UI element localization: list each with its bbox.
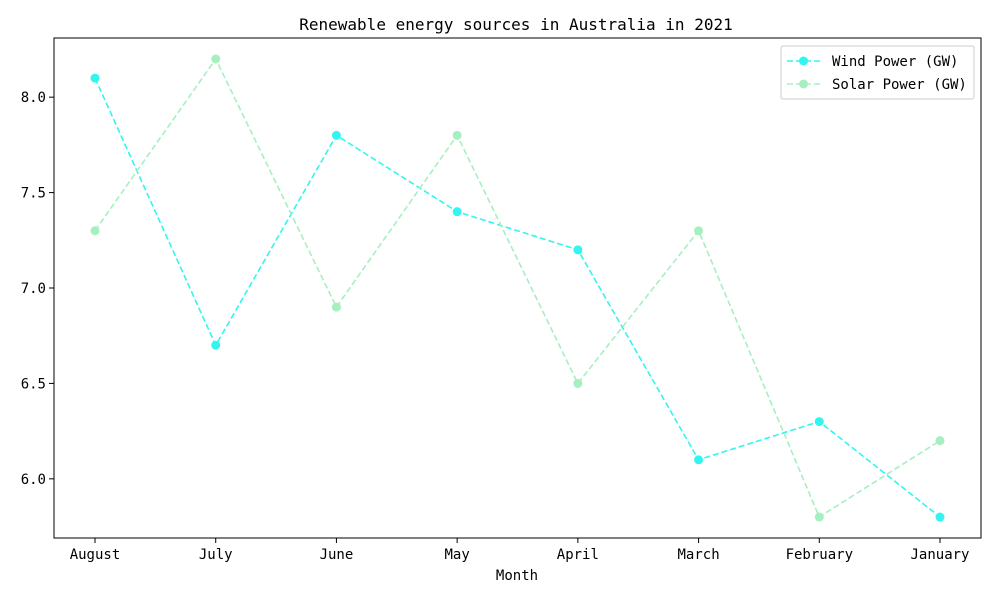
data-point-wind-power-gw-may [452,207,462,217]
plot-area [53,37,982,539]
data-point-solar-power-gw-july [211,54,221,64]
data-point-wind-power-gw-june [331,130,341,140]
series-line-solar-power-gw [94,57,941,519]
legend-swatch-marker [799,56,808,66]
x-tick-label-april: April [557,547,599,563]
legend-box [780,45,975,100]
data-point-solar-power-gw-january [935,436,945,446]
x-tick-label-may: May [444,547,469,563]
legend-label: Wind Power (GW) [832,54,958,70]
data-point-solar-power-gw-august [90,226,100,236]
y-tick-label: 7.5 [21,186,46,202]
x-tick-label-august: August [70,547,121,563]
plot-frame [53,37,982,539]
data-point-wind-power-gw-august [90,73,100,83]
x-tick-label-july: July [199,547,233,563]
series-solar-power-gw [90,54,945,522]
x-axis: August July June May April March February Janua… [70,538,970,563]
x-tick-label-june: June [320,547,354,563]
series-wind-power-gw [90,73,945,522]
data-point-wind-power-gw-february [814,417,824,427]
chart-title: Renewable energy sources in Australia in… [299,15,732,34]
legend-item-wind-power-gw: Wind Power (GW) [787,54,958,70]
data-point-solar-power-gw-march [694,226,704,236]
data-point-wind-power-gw-march [694,455,704,465]
data-point-solar-power-gw-february [814,512,824,522]
legend-label: Solar Power (GW) [832,77,967,93]
legend: Wind Power (GW) Solar Power (GW) [780,45,975,100]
data-point-wind-power-gw-april [573,245,583,255]
data-point-wind-power-gw-january [935,512,945,522]
x-tick-label-january: January [910,547,969,563]
series-line-wind-power-gw [94,77,941,518]
y-tick-label: 7.0 [21,281,46,297]
y-tick-label: 6.5 [21,376,46,392]
x-axis-label: Month [496,568,538,584]
y-tick-label: 6.0 [21,472,46,488]
x-tick-label-february: February [786,547,853,563]
legend-item-solar-power-gw: Solar Power (GW) [787,77,967,93]
legend-swatch-marker [799,79,808,89]
y-tick-label: 8.0 [21,90,46,106]
data-point-wind-power-gw-july [211,340,221,350]
data-point-solar-power-gw-june [331,302,341,312]
series-layer [90,54,945,522]
data-point-solar-power-gw-may [452,130,462,140]
y-axis: 6.0 6.5 7.0 7.5 8.0 [21,90,54,488]
x-tick-label-march: March [677,547,719,563]
data-point-solar-power-gw-april [573,378,583,388]
